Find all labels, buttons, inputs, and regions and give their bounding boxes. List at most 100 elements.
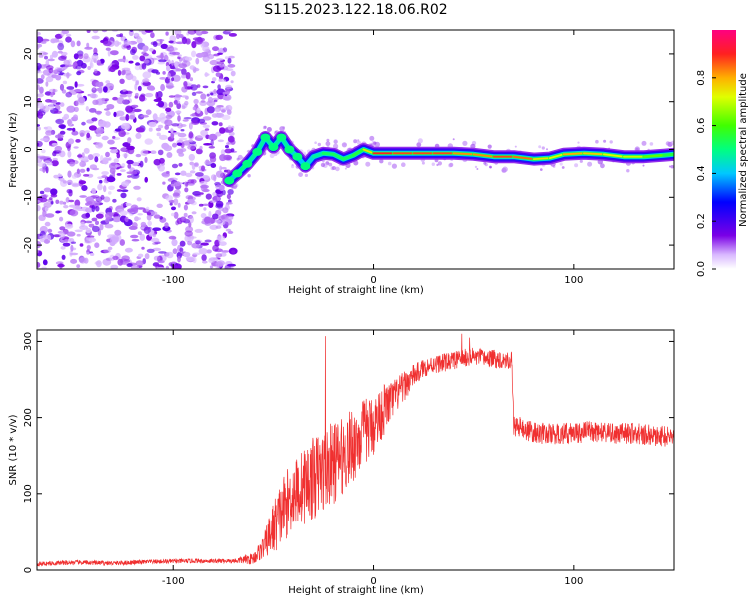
y-tick-label: 300 bbox=[23, 332, 34, 351]
noise-blob bbox=[98, 86, 103, 94]
noise-blob bbox=[87, 66, 91, 70]
noise-blob bbox=[173, 211, 179, 219]
trace-blob bbox=[224, 176, 235, 185]
trace-blob bbox=[284, 145, 295, 154]
noise-blob bbox=[181, 95, 189, 98]
noise-blob bbox=[195, 52, 204, 58]
noise-blob bbox=[134, 83, 138, 91]
noise-blob bbox=[59, 177, 65, 182]
noise-blob bbox=[72, 127, 76, 132]
noise-blob bbox=[39, 86, 44, 94]
noise-blob bbox=[66, 119, 72, 126]
noise-blob bbox=[76, 71, 82, 76]
noise-blob bbox=[52, 151, 57, 157]
noise-blob bbox=[140, 221, 147, 227]
noise-blob bbox=[149, 211, 158, 215]
noise-blob bbox=[130, 48, 136, 56]
noise-blob bbox=[45, 76, 54, 83]
noise-blob bbox=[185, 256, 195, 262]
noise-blob bbox=[211, 80, 215, 84]
noise-blob bbox=[202, 124, 210, 128]
noise-blob bbox=[59, 231, 66, 239]
noise-blob bbox=[228, 55, 235, 59]
noise-blob bbox=[171, 77, 175, 82]
y-tick-label: 20 bbox=[23, 48, 34, 61]
colorbar-tick-label: 0.6 bbox=[696, 118, 707, 134]
trace-core bbox=[548, 153, 565, 160]
noise-blob bbox=[203, 143, 213, 146]
noise-blob bbox=[200, 184, 209, 189]
noise-blob bbox=[189, 170, 196, 174]
noise-blob bbox=[87, 201, 93, 205]
noise-blob bbox=[169, 35, 177, 42]
halo-dot bbox=[263, 125, 267, 129]
noise-blob bbox=[69, 250, 73, 257]
x-tick-label: -100 bbox=[162, 576, 185, 587]
noise-blob bbox=[184, 56, 193, 62]
halo-dot bbox=[236, 157, 240, 161]
spectrogram-x-ticks: -100 0 100 bbox=[162, 30, 583, 286]
noise-blob bbox=[188, 131, 194, 139]
noise-blob bbox=[72, 205, 82, 211]
noise-blob bbox=[181, 86, 188, 93]
noise-blob bbox=[179, 240, 186, 247]
halo-dot bbox=[344, 167, 347, 170]
noise-blob bbox=[50, 92, 54, 98]
noise-blob bbox=[162, 71, 166, 75]
noise-blob bbox=[131, 238, 140, 242]
noise-blob bbox=[155, 262, 159, 267]
noise-blob bbox=[131, 75, 137, 82]
halo-dot bbox=[416, 142, 422, 148]
noise-blob bbox=[39, 235, 48, 240]
noise-blob bbox=[135, 127, 145, 133]
noise-blob bbox=[70, 258, 78, 264]
noise-blob bbox=[171, 212, 175, 217]
noise-blob bbox=[204, 72, 209, 78]
noise-blob bbox=[110, 264, 119, 269]
halo-dot bbox=[670, 165, 674, 169]
noise-blob bbox=[45, 99, 52, 103]
noise-blob bbox=[66, 105, 76, 113]
halo-dot bbox=[247, 174, 251, 178]
noise-blob bbox=[206, 100, 216, 107]
noise-blob bbox=[141, 246, 145, 250]
colorbar-tick-label: 0.2 bbox=[696, 213, 707, 229]
noise-blob bbox=[108, 212, 114, 217]
noise-blob bbox=[215, 184, 222, 190]
noise-blob bbox=[120, 192, 127, 199]
noise-blob bbox=[57, 50, 63, 54]
noise-blob bbox=[199, 145, 203, 151]
noise-blob bbox=[59, 102, 65, 107]
noise-blob bbox=[92, 99, 99, 106]
noise-blob bbox=[53, 234, 61, 238]
noise-blob bbox=[177, 132, 187, 138]
noise-blob bbox=[107, 246, 113, 251]
noise-blob bbox=[42, 166, 46, 173]
noise-blob bbox=[106, 104, 115, 110]
noise-blob bbox=[190, 113, 197, 117]
noise-blob bbox=[215, 72, 221, 77]
noise-blob bbox=[210, 163, 217, 168]
noise-blob bbox=[137, 213, 143, 216]
noise-blob bbox=[124, 216, 129, 222]
noise-blob bbox=[170, 183, 175, 187]
noise-blob bbox=[111, 235, 120, 243]
noise-blob bbox=[146, 212, 152, 216]
noise-blob bbox=[99, 223, 104, 231]
noise-blob bbox=[230, 70, 236, 77]
noise-blob bbox=[144, 30, 154, 33]
noise-blob bbox=[67, 170, 72, 178]
noise-blob bbox=[200, 242, 210, 246]
halo-dot bbox=[540, 168, 543, 171]
noise-blob bbox=[73, 53, 79, 60]
noise-blob bbox=[164, 124, 169, 130]
noise-blob bbox=[225, 84, 233, 90]
noise-blob bbox=[44, 206, 49, 212]
noise-blob bbox=[200, 42, 205, 48]
noise-blob bbox=[66, 72, 70, 79]
noise-blob bbox=[204, 239, 212, 243]
noise-blob bbox=[113, 158, 120, 163]
noise-blob bbox=[83, 147, 90, 154]
noise-blob bbox=[105, 47, 111, 51]
